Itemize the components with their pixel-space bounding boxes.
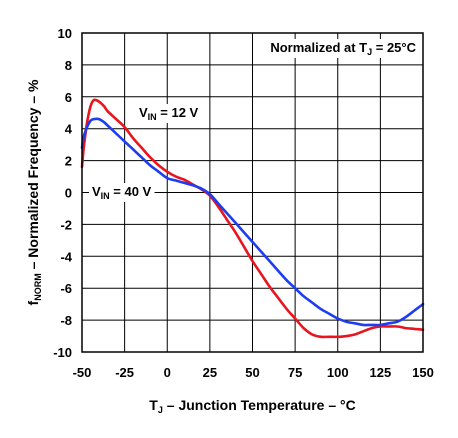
x-tick-label: -25 xyxy=(115,365,134,380)
y-tick-label: -6 xyxy=(60,281,72,296)
y-tick-label: 4 xyxy=(65,122,73,137)
plot-area-frame xyxy=(81,32,424,353)
x-tick-label: 100 xyxy=(327,365,349,380)
x-tick-label: 125 xyxy=(370,365,392,380)
grid-lines xyxy=(81,32,424,353)
x-tick-label: 25 xyxy=(203,365,217,380)
series-line-12v xyxy=(80,98,425,339)
tick-labels: -50 -25 0 25 50 75 100 125 150 -10 -8 -6 -4 -2 0 2 4 6 8 10 xyxy=(53,26,434,380)
x-axis-title: TJ – Junction Temperature – °C xyxy=(149,397,355,415)
y-tick-label: 2 xyxy=(65,154,72,169)
x-tick-label: 0 xyxy=(164,365,171,380)
series-lines xyxy=(80,98,425,339)
x-tick-label: -50 xyxy=(73,365,92,380)
y-tick-label: -2 xyxy=(60,217,72,232)
normalization-annotation: Normalized at TJ = 25°C xyxy=(270,40,416,57)
series-12v-label-background xyxy=(136,104,202,123)
y-axis-title: fNORM – Normalized Frequency – % xyxy=(25,79,43,305)
normalization-annotation-background xyxy=(267,39,420,58)
series-40v-label: VIN = 40 V xyxy=(92,184,152,201)
y-tick-label: -8 xyxy=(60,313,72,328)
x-tick-label: 50 xyxy=(245,365,259,380)
x-tick-label: 75 xyxy=(288,365,302,380)
y-tick-label: -10 xyxy=(53,345,72,360)
y-tick-label: -4 xyxy=(60,249,72,264)
series-line-40v xyxy=(80,117,425,327)
x-tick-label: 150 xyxy=(412,365,434,380)
series-40v-label-background xyxy=(89,183,155,202)
y-tick-label: 8 xyxy=(65,58,72,73)
y-tick-label: 6 xyxy=(65,90,72,105)
y-tick-label: 0 xyxy=(65,186,72,201)
y-tick-label: 10 xyxy=(58,26,72,41)
series-12v-label: VIN = 12 V xyxy=(139,105,199,122)
